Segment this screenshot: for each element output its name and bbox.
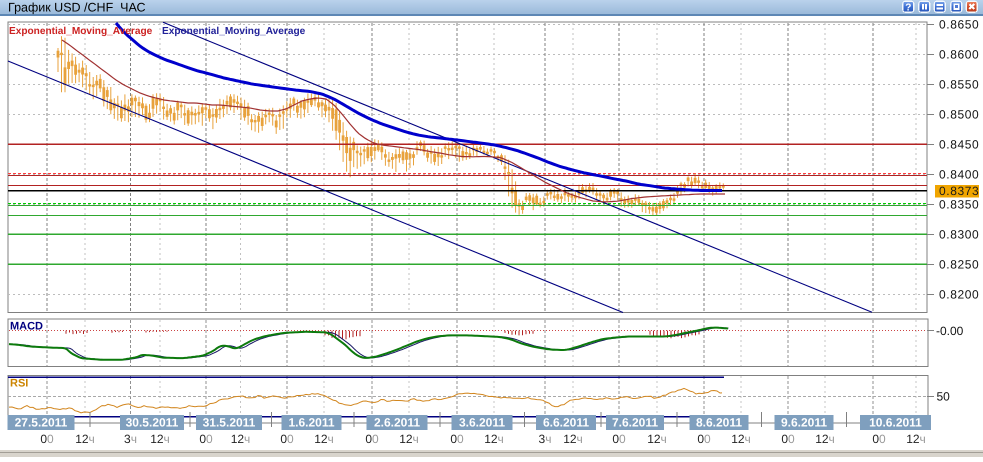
svg-text:0.8550: 0.8550 [939,78,979,92]
svg-text:0.8500: 0.8500 [939,108,979,122]
svg-text:0.8650: 0.8650 [939,18,979,32]
svg-text:3ч: 3ч [124,432,137,446]
svg-text:12ч: 12ч [484,432,504,446]
svg-text:12ч: 12ч [731,432,751,446]
svg-text:?: ? [905,3,911,14]
svg-text:12ч: 12ч [815,432,835,446]
svg-text:12ч: 12ч [906,432,926,446]
svg-text:0.8300: 0.8300 [939,228,979,242]
svg-text:12ч: 12ч [563,432,583,446]
svg-text:8.6.2011: 8.6.2011 [696,416,742,430]
svg-text:3ч: 3ч [539,432,552,446]
svg-text:Exponential_Moving_Average: Exponential_Moving_Average [162,26,306,37]
svg-text:7.6.2011: 7.6.2011 [612,416,658,430]
svg-text:0.8200: 0.8200 [939,288,979,302]
svg-text:12ч: 12ч [399,432,419,446]
svg-text:00: 00 [872,432,886,446]
svg-text:00: 00 [781,432,795,446]
svg-text:График USD /CHF ЧАС: График USD /CHF ЧАС [8,0,146,14]
svg-text:12ч: 12ч [231,432,251,446]
svg-text:0.8450: 0.8450 [939,138,979,152]
svg-text:10.6.2011: 10.6.2011 [869,416,922,430]
svg-text:MACD: MACD [10,321,43,333]
svg-text:27.5.2011: 27.5.2011 [15,416,68,430]
svg-text:2.6.2011: 2.6.2011 [374,416,420,430]
svg-text:0.8350: 0.8350 [939,198,979,212]
svg-text:00: 00 [199,432,213,446]
svg-text:0.8250: 0.8250 [939,258,979,272]
svg-text:6.6.2011: 6.6.2011 [543,416,589,430]
svg-text:-0.00: -0.00 [936,324,964,338]
svg-text:50: 50 [937,390,951,404]
svg-text:0.8400: 0.8400 [939,168,979,182]
svg-text:3.6.2011: 3.6.2011 [459,416,505,430]
svg-text:00: 00 [450,432,464,446]
svg-text:30.5.2011: 30.5.2011 [126,416,179,430]
svg-text:31.5.2011: 31.5.2011 [203,416,256,430]
svg-text:1.6.2011: 1.6.2011 [288,416,334,430]
svg-text:00: 00 [280,432,294,446]
svg-text:9.6.2011: 9.6.2011 [781,416,827,430]
svg-text:12ч: 12ч [314,432,334,446]
svg-text:RSI: RSI [10,378,28,390]
svg-text:00: 00 [40,432,54,446]
svg-text:12ч: 12ч [75,432,95,446]
svg-text:00: 00 [697,432,711,446]
svg-text:12ч: 12ч [150,432,170,446]
svg-text:00: 00 [365,432,379,446]
svg-text:Exponential_Moving_Average: Exponential_Moving_Average [9,26,153,37]
svg-text:0.8373: 0.8373 [939,184,979,198]
svg-text:00: 00 [612,432,626,446]
svg-text:0.8600: 0.8600 [939,48,979,62]
svg-text:12ч: 12ч [647,432,667,446]
